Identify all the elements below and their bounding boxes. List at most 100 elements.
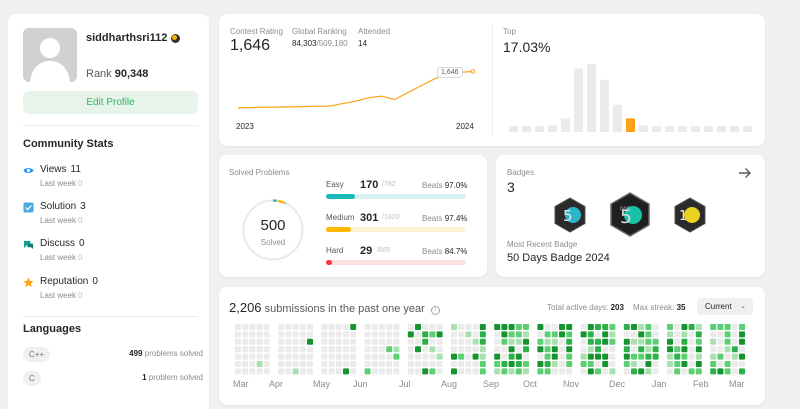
heatmap-cell [508, 331, 515, 338]
heatmap-cell [609, 324, 616, 330]
heatmap-cell [508, 338, 515, 345]
heatmap-cell [739, 346, 745, 353]
heatmap-cell [515, 324, 522, 330]
badge-50-days-2023-icon[interactable]: 5 [552, 197, 588, 233]
heatmap-cell [307, 324, 313, 330]
heatmap-cell [602, 353, 609, 360]
max-streak: Max streak: 35 [633, 303, 686, 312]
hard-progress-track [326, 260, 466, 265]
heatmap-cell [739, 368, 745, 375]
heatmap-cell [523, 338, 529, 345]
heatmap-cell [667, 361, 673, 367]
username-row: siddharthsri112 [86, 32, 181, 44]
svg-text:5: 5 [563, 207, 573, 225]
arrow-right-icon[interactable] [738, 166, 752, 180]
heatmap-cell [631, 353, 637, 360]
rating-line-chart[interactable] [236, 66, 479, 116]
heatmap-cell [566, 368, 573, 375]
heatmap-cell [515, 368, 522, 375]
heatmap-cell [256, 338, 263, 345]
heatmap-cell [343, 346, 349, 353]
svg-text:1: 1 [679, 209, 687, 224]
avatar[interactable] [23, 28, 77, 82]
stat-reputation-label: Reputation 0 [40, 276, 98, 287]
heatmap-cell [335, 324, 342, 330]
difficulty-hard[interactable]: Hard 29 /685 Beats 84.7% [326, 245, 467, 271]
heatmap-cell [609, 331, 616, 338]
heatmap-cell [537, 368, 544, 375]
heatmap-cell [278, 338, 285, 345]
year-select[interactable]: Current ⌄ [697, 298, 753, 315]
heatmap-cell [321, 346, 328, 353]
heatmap-cell [544, 346, 551, 353]
heatmap-cell [458, 353, 465, 360]
heatmap-cell [688, 346, 695, 353]
heatmap-cell [278, 368, 285, 375]
heatmap-cell [710, 353, 717, 360]
heatmap-cell [328, 353, 335, 360]
heatmap-cell [544, 324, 551, 330]
heatmap-cell [580, 338, 587, 345]
heatmap-cell [242, 361, 249, 367]
heatmap-cell [717, 324, 724, 330]
heatmap-cell [566, 338, 573, 345]
heatmap-cell [537, 361, 544, 367]
heatmap-cell [494, 361, 501, 367]
heatmap-cell [717, 368, 724, 375]
heatmap-cell [523, 368, 529, 375]
heatmap-cell [479, 331, 486, 338]
heatmap-cell [544, 368, 551, 375]
community-stats-title: Community Stats [23, 138, 114, 150]
language-tag[interactable]: C [23, 371, 41, 386]
heatmap-cell [285, 346, 292, 353]
heatmap-cell [695, 346, 702, 353]
heatmap-cell [249, 338, 256, 345]
heatmap-cell [299, 331, 306, 338]
heatmap-cell [566, 331, 573, 338]
heatmap-cell [472, 331, 479, 338]
edit-profile-button[interactable]: Edit Profile [23, 91, 198, 114]
heatmap-cell [602, 346, 609, 353]
heatmap-cell [537, 353, 544, 360]
heatmap-cell [278, 361, 285, 367]
heatmap-cell [667, 338, 673, 345]
star-icon [23, 277, 34, 288]
heatmap-cell [710, 368, 717, 375]
heatmap-cell [580, 346, 587, 353]
heatmap-cell [422, 338, 429, 345]
heatmap-cell [515, 346, 522, 353]
difficulty-easy[interactable]: Easy 170 /782 Beats 97.0% [326, 179, 467, 205]
badge-50-days-2024-icon[interactable]: 5 DAYS [609, 192, 651, 237]
top-percent: 17.03% [503, 39, 551, 55]
badges-count: 3 [507, 179, 515, 195]
submission-heatmap[interactable] [235, 324, 755, 376]
heatmap-cell [667, 346, 673, 353]
ranking-histogram[interactable] [504, 64, 759, 134]
difficulty-medium[interactable]: Medium 301 /1620 Beats 97.4% [326, 212, 467, 238]
badge-100-days-icon[interactable]: 1 [672, 197, 708, 233]
solved-title: Solved Problems [229, 168, 290, 177]
heatmap-cell [429, 361, 436, 367]
solved-ring[interactable] [241, 198, 305, 262]
heatmap-cell [602, 324, 609, 330]
solved-total-label: Solved [260, 238, 286, 247]
month-label: Sep [483, 379, 500, 389]
info-icon[interactable]: i [430, 306, 440, 315]
heatmap-cell [278, 346, 285, 353]
year-label-end: 2024 [456, 122, 474, 131]
heatmap-cell [343, 324, 349, 330]
check-square-icon [23, 202, 34, 213]
month-label: Nov [563, 379, 580, 389]
heatmap-cell [371, 324, 378, 330]
heatmap-cell [631, 331, 637, 338]
heatmap-cell [681, 368, 688, 375]
heatmap-cell [299, 368, 306, 375]
heatmap-cell [645, 353, 652, 360]
heatmap-cell [515, 331, 522, 338]
language-tag[interactable]: C++ [23, 347, 51, 362]
heatmap-cell [667, 353, 673, 360]
username[interactable]: siddharthsri112 [86, 32, 168, 44]
heatmap-cell [508, 368, 515, 375]
solved-total: 500 [260, 217, 286, 234]
heatmap-cell [321, 331, 328, 338]
